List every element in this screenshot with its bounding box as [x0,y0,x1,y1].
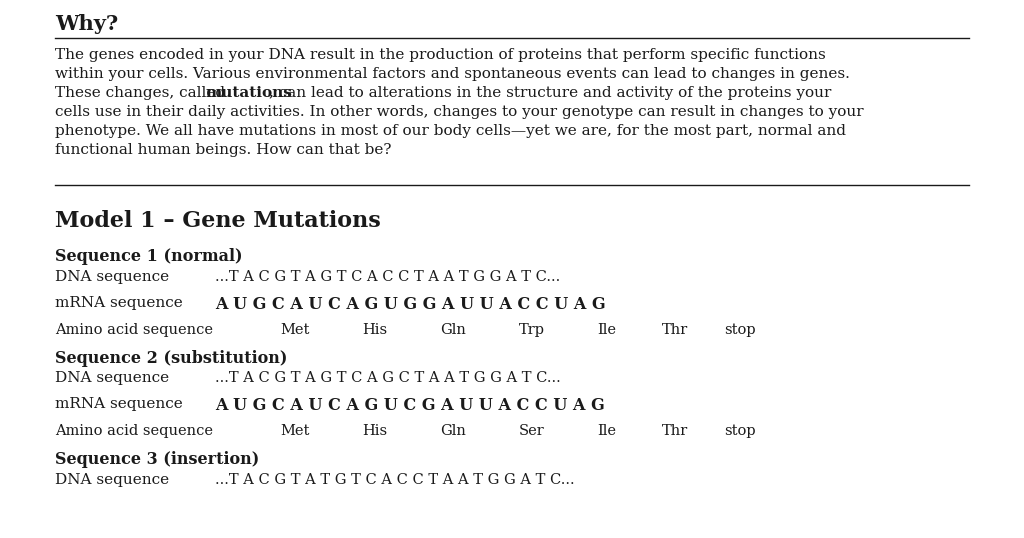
Text: Ile: Ile [597,323,616,337]
Text: mutations: mutations [205,86,292,100]
Text: Amino acid sequence: Amino acid sequence [55,323,213,337]
Text: His: His [362,323,387,337]
Text: phenotype. We all have mutations in most of our body cells—yet we are, for the m: phenotype. We all have mutations in most… [55,124,846,138]
Text: Trp: Trp [519,323,545,337]
Text: Why?: Why? [55,14,118,34]
Text: stop: stop [724,323,756,337]
Text: Sequence 2 (substitution): Sequence 2 (substitution) [55,350,288,367]
Text: His: His [362,424,387,438]
Text: Met: Met [281,424,309,438]
Text: Gln: Gln [440,424,466,438]
Text: mRNA sequence: mRNA sequence [55,397,182,411]
Text: Gln: Gln [440,323,466,337]
Text: Thr: Thr [662,424,688,438]
Text: Thr: Thr [662,323,688,337]
Text: DNA sequence: DNA sequence [55,270,169,284]
Text: A U G C A U C A G U G G A U U A C C U A G: A U G C A U C A G U G G A U U A C C U A … [215,296,605,313]
Text: functional human beings. How can that be?: functional human beings. How can that be… [55,143,391,157]
Text: Ile: Ile [597,424,616,438]
Text: Amino acid sequence: Amino acid sequence [55,424,213,438]
Text: stop: stop [724,424,756,438]
Text: These changes, called: These changes, called [55,86,230,100]
Text: mRNA sequence: mRNA sequence [55,296,182,310]
Text: within your cells. Various environmental factors and spontaneous events can lead: within your cells. Various environmental… [55,67,850,81]
Text: ...T A C G T A G T C A C C T A A T G G A T C...: ...T A C G T A G T C A C C T A A T G G A… [215,270,560,284]
Text: DNA sequence: DNA sequence [55,473,169,487]
Text: Met: Met [281,323,309,337]
Text: The genes encoded in your DNA result in the production of proteins that perform : The genes encoded in your DNA result in … [55,48,825,62]
Text: ...T A C G T A G T C A G C T A A T G G A T C...: ...T A C G T A G T C A G C T A A T G G A… [215,371,561,385]
Text: Sequence 3 (insertion): Sequence 3 (insertion) [55,451,259,468]
Text: Ser: Ser [519,424,545,438]
Text: , can lead to alterations in the structure and activity of the proteins your: , can lead to alterations in the structu… [269,86,831,100]
Text: A U G C A U C A G U C G A U U A C C U A G: A U G C A U C A G U C G A U U A C C U A … [215,397,605,414]
Text: ...T A C G T A T G T C A C C T A A T G G A T C...: ...T A C G T A T G T C A C C T A A T G G… [215,473,574,487]
Text: Sequence 1 (normal): Sequence 1 (normal) [55,248,243,265]
Text: Model 1 – Gene Mutations: Model 1 – Gene Mutations [55,210,381,232]
Text: cells use in their daily activities. In other words, changes to your genotype ca: cells use in their daily activities. In … [55,105,863,119]
Text: DNA sequence: DNA sequence [55,371,169,385]
